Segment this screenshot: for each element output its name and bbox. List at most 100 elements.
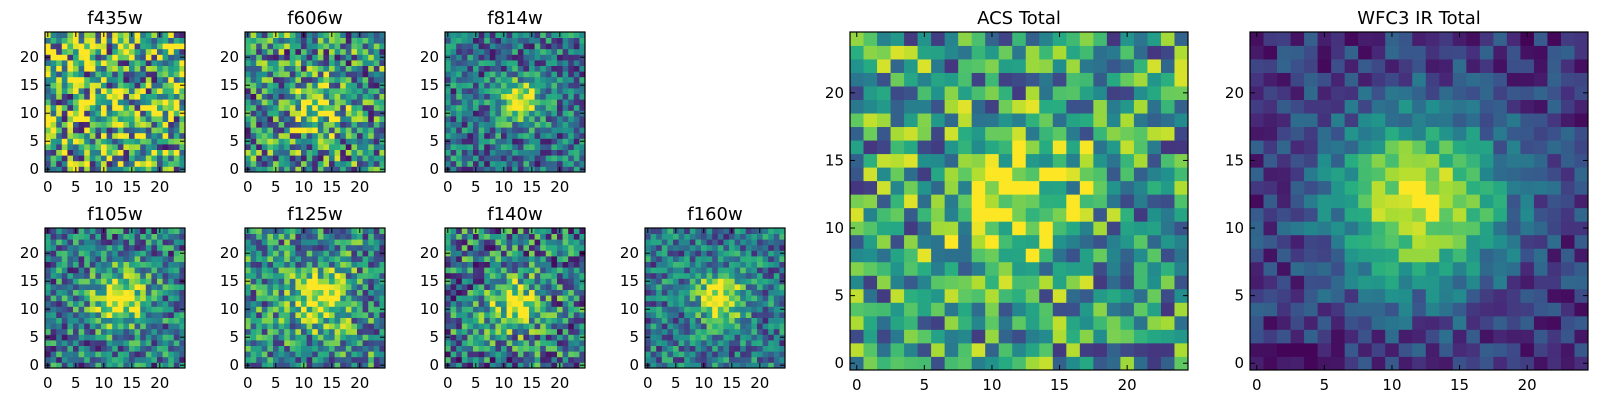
- pixel: [89, 116, 96, 122]
- pixel: [751, 295, 758, 302]
- pixel: [931, 275, 946, 290]
- pixel: [667, 295, 674, 302]
- pixel: [278, 362, 285, 369]
- pixel: [971, 234, 986, 249]
- pixel: [362, 317, 369, 324]
- pixel: [1160, 302, 1175, 317]
- pixel: [773, 334, 780, 341]
- pixel: [284, 144, 291, 150]
- pixel: [877, 261, 891, 276]
- pixel: [373, 267, 380, 274]
- pixel: [450, 306, 457, 313]
- pixel: [773, 267, 780, 274]
- pixel: [540, 48, 547, 55]
- pixel: [261, 256, 268, 262]
- pixel: [267, 88, 274, 94]
- pixel: [473, 116, 479, 122]
- pixel: [151, 144, 158, 150]
- pixel: [106, 284, 113, 290]
- pixel: [179, 60, 186, 66]
- pixel: [362, 116, 369, 122]
- pixel: [95, 256, 102, 262]
- pixel: [273, 65, 279, 72]
- pixel: [368, 261, 375, 268]
- pixel: [151, 65, 158, 72]
- pixel: [512, 116, 519, 122]
- pixel: [295, 278, 302, 285]
- pixel: [312, 351, 319, 358]
- pixel: [373, 300, 380, 307]
- pixel: [740, 233, 747, 240]
- pixel: [306, 82, 313, 89]
- pixel: [467, 43, 474, 50]
- pixel: [557, 138, 563, 145]
- pixel: [278, 99, 285, 106]
- pixel: [877, 288, 891, 303]
- pixel: [50, 60, 57, 66]
- pixel: [173, 267, 180, 274]
- pixel: [506, 144, 513, 150]
- pixel: [84, 76, 91, 83]
- pixel: [573, 104, 580, 111]
- pixel: [650, 239, 657, 246]
- pixel: [151, 323, 158, 330]
- pixel: [250, 149, 257, 156]
- pixel: [656, 312, 663, 318]
- pixel: [534, 166, 541, 173]
- pixel: [568, 76, 575, 83]
- pixel: [256, 267, 263, 274]
- pixel: [450, 155, 457, 162]
- pixel: [734, 345, 741, 352]
- pixel: [379, 99, 386, 106]
- pixel: [61, 166, 68, 173]
- pixel: [506, 356, 513, 363]
- pixel: [134, 132, 141, 139]
- pixel: [1160, 288, 1175, 303]
- x-tick-label: 10: [494, 178, 513, 196]
- pixel: [523, 93, 530, 100]
- pixel: [456, 239, 463, 246]
- pixel: [261, 99, 268, 106]
- pixel: [50, 340, 57, 346]
- pixel: [157, 76, 163, 83]
- pixel: [512, 244, 519, 251]
- pixel: [50, 284, 57, 290]
- pixel: [362, 76, 369, 83]
- pixel: [678, 362, 685, 369]
- pixel: [1160, 234, 1175, 249]
- pixel: [573, 306, 580, 313]
- pixel: [340, 99, 347, 106]
- pixel: [329, 88, 335, 94]
- pixel: [329, 116, 335, 122]
- pixel: [890, 234, 905, 249]
- y-tick-label: 0: [229, 356, 239, 374]
- pixel: [140, 340, 147, 346]
- pixel: [517, 334, 524, 341]
- pixel: [261, 132, 268, 139]
- pixel: [56, 228, 63, 234]
- pixel: [768, 272, 775, 279]
- pixel: [484, 127, 491, 134]
- pixel: [768, 295, 775, 302]
- pixel: [512, 48, 519, 55]
- pixel: [695, 345, 702, 352]
- pixel: [340, 116, 347, 122]
- pixel: [877, 153, 891, 168]
- pixel: [573, 256, 580, 262]
- pixel: [456, 166, 463, 173]
- pixel: [168, 48, 175, 55]
- pixel: [540, 166, 547, 173]
- pixel: [890, 275, 905, 290]
- pixel: [904, 248, 918, 263]
- pixel: [112, 244, 119, 251]
- pixel: [779, 328, 786, 335]
- pixel: [701, 306, 707, 313]
- pixel: [534, 328, 541, 335]
- pixel: [340, 244, 347, 251]
- pixel: [151, 149, 158, 156]
- pixel: [473, 295, 479, 302]
- pixel: [295, 76, 302, 83]
- pixel: [357, 334, 363, 341]
- pixel: [312, 138, 319, 145]
- pixel: [534, 99, 541, 106]
